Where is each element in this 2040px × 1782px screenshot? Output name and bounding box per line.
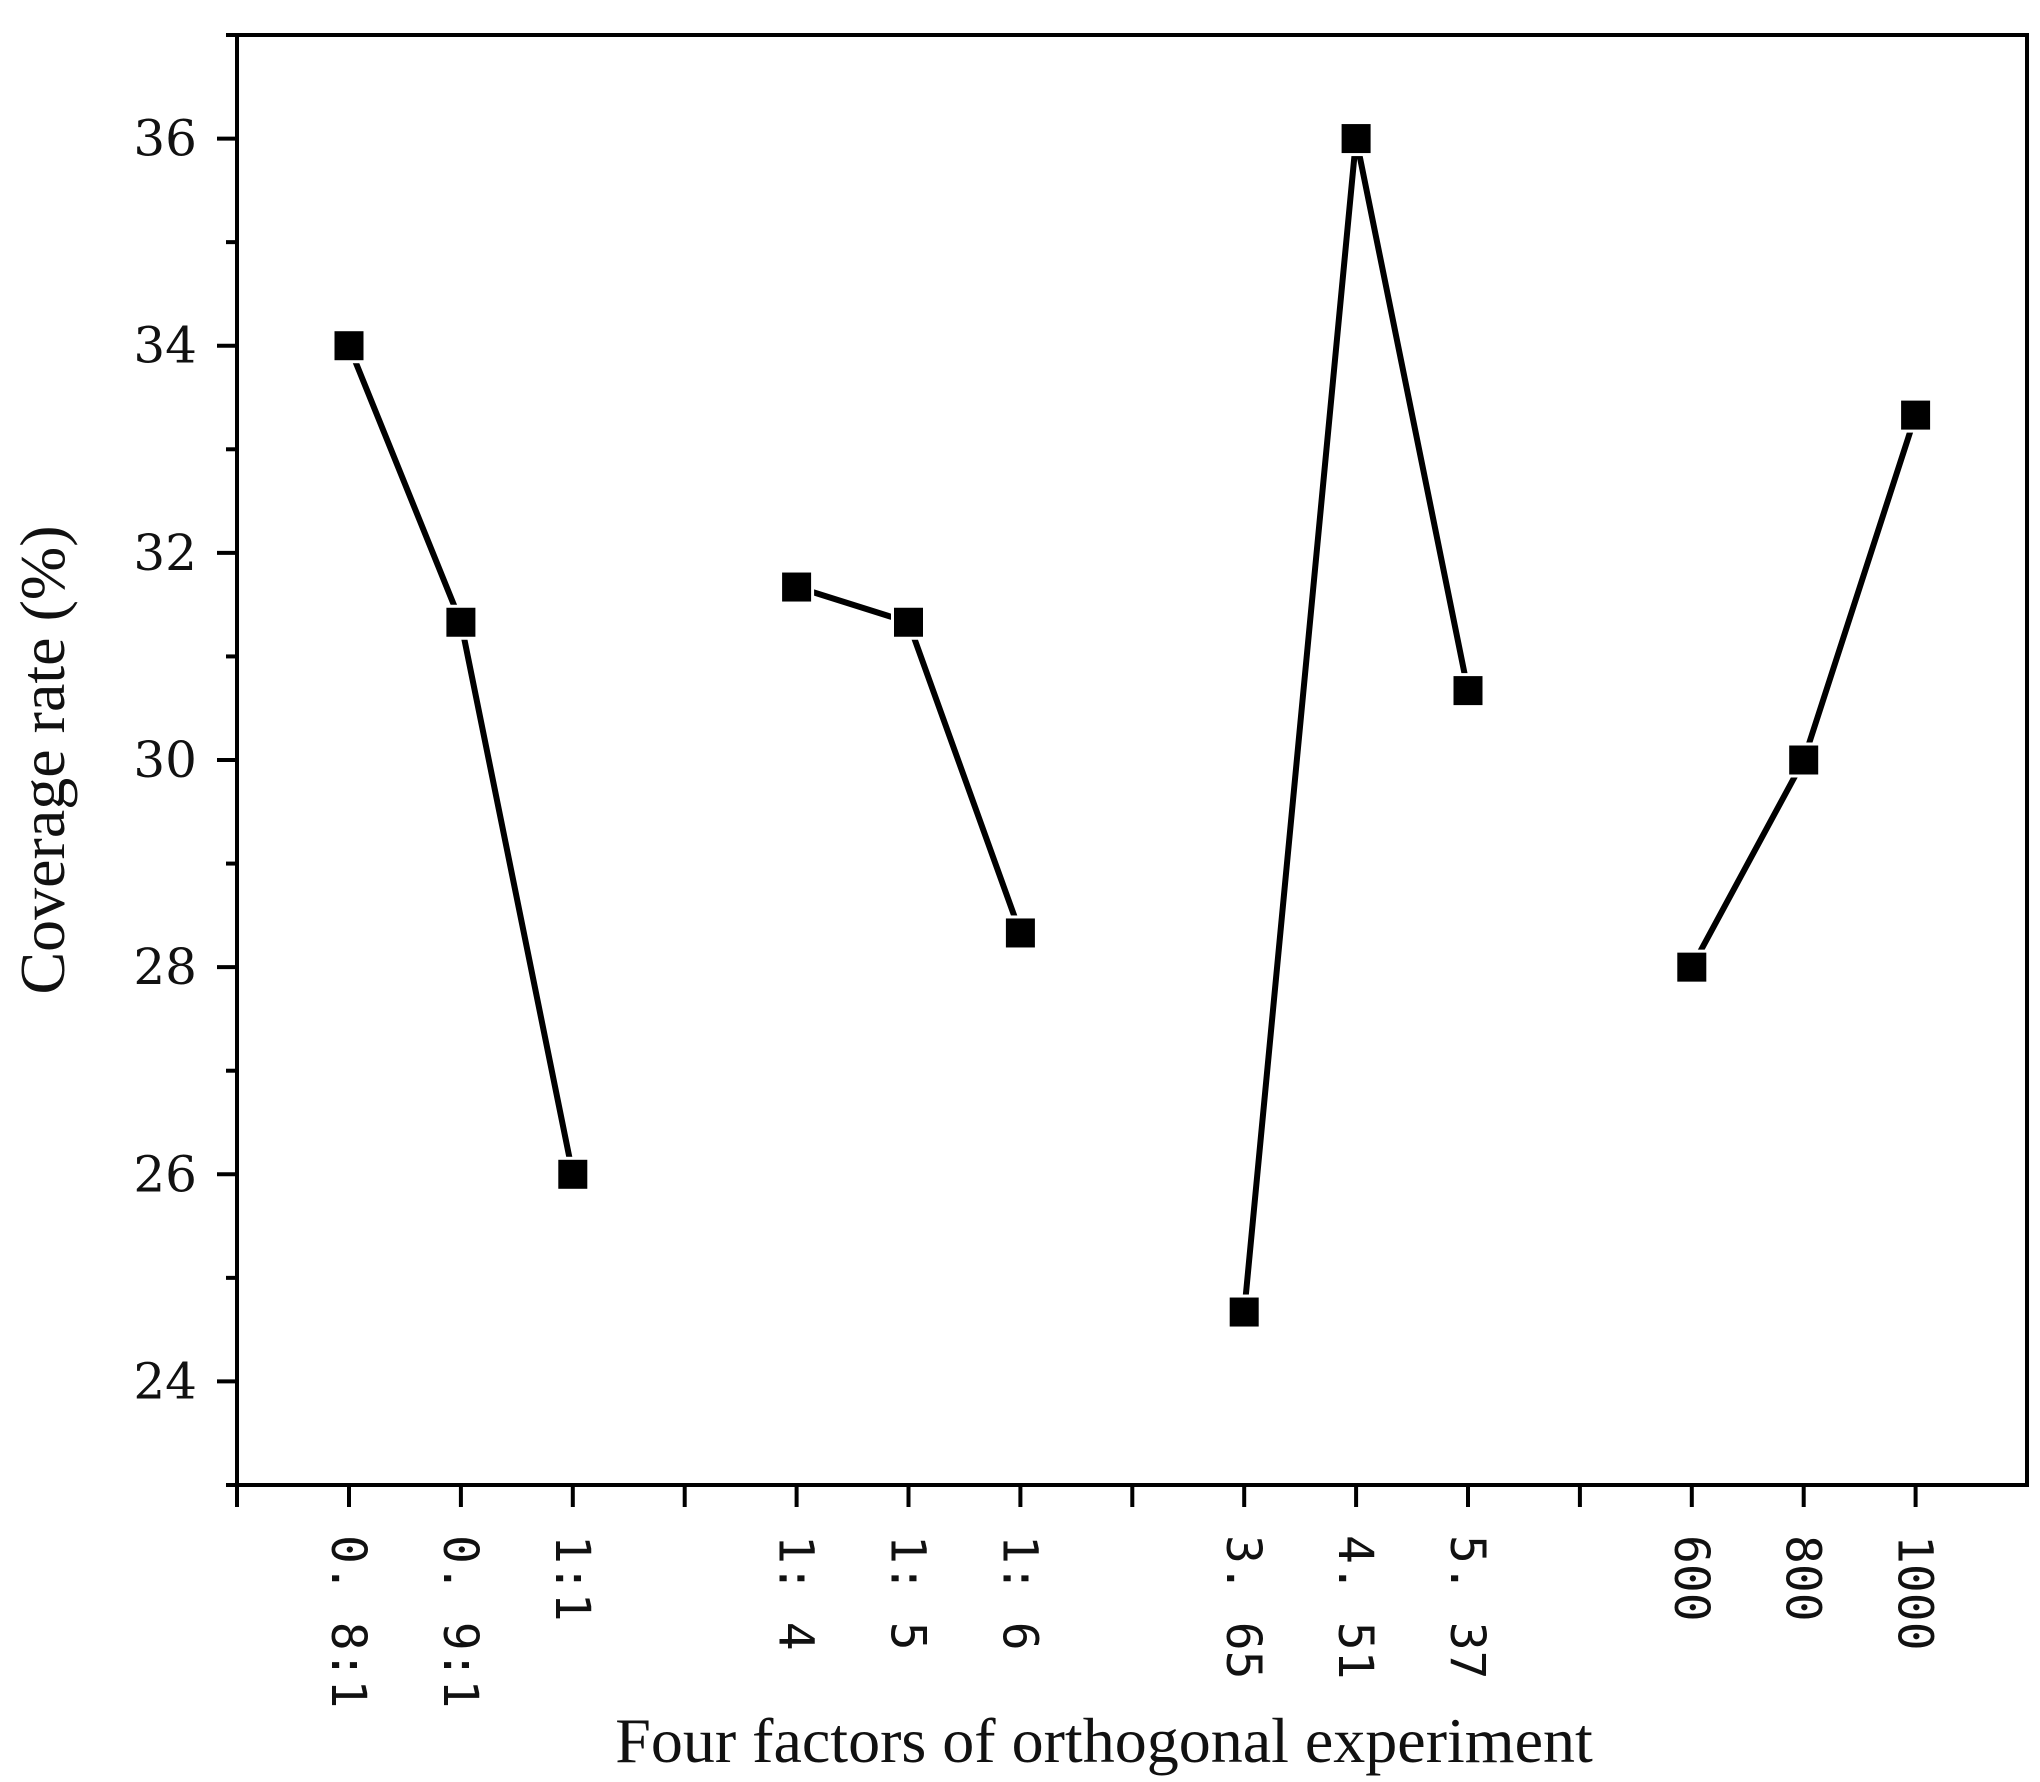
x-tick-label: 1:1: [544, 1535, 600, 1622]
series-layer: [331, 121, 1934, 1330]
plot-area-frame: [235, 33, 2029, 1487]
y-tick-label: 36: [133, 110, 197, 168]
x-tick-label: 1000: [1887, 1535, 1943, 1651]
y-axis: 24 26 28 30 32 34 36: [133, 33, 237, 1487]
data-point-marker: [779, 569, 815, 605]
x-tick-label: 0. 8:1: [320, 1535, 376, 1708]
x-tick-label: 1: 4: [768, 1535, 824, 1651]
data-point-marker: [1002, 915, 1038, 951]
data-point-marker: [1674, 949, 1710, 985]
y-tick-label: 28: [133, 938, 197, 996]
data-point-marker: [891, 604, 926, 640]
data-point-marker: [555, 1156, 591, 1192]
y-tick-label: 30: [133, 731, 197, 789]
data-point-marker: [1450, 673, 1486, 709]
series-line: [1241, 137, 1471, 1313]
x-tick-label: 0. 9:1: [432, 1535, 488, 1708]
x-tick-label: 5. 37: [1439, 1535, 1495, 1680]
series-line: [346, 344, 576, 1175]
data-point-marker: [1786, 742, 1822, 778]
x-tick-label: 800: [1775, 1535, 1831, 1622]
x-tick-label: 4. 51: [1327, 1535, 1383, 1680]
y-tick-label: 34: [133, 317, 197, 375]
data-point-marker: [443, 604, 479, 640]
y-axis-title: Coverage rate (%): [7, 525, 78, 994]
x-axis-title: Four factors of orthogonal experiment: [615, 1705, 1593, 1776]
x-axis: 0. 8:1 0. 9:1 1:1 1: 4 1: 5 1: 6 3. 65 4. 51 5. …: [235, 1485, 1943, 1708]
data-point-marker: [1338, 121, 1374, 157]
x-tick-label: 600: [1663, 1535, 1719, 1622]
x-tick-label: 1: 6: [991, 1535, 1047, 1651]
data-point-marker: [1898, 397, 1934, 433]
x-tick-label: 1: 5: [880, 1535, 936, 1651]
y-tick-label: 24: [133, 1352, 197, 1410]
data-point-marker: [1226, 1294, 1262, 1330]
x-tick-label: 3. 65: [1215, 1535, 1271, 1680]
data-point-marker: [331, 328, 367, 364]
y-tick-label: 32: [133, 524, 197, 582]
series-line: [1689, 414, 1919, 969]
y-tick-label: 26: [133, 1145, 197, 1203]
